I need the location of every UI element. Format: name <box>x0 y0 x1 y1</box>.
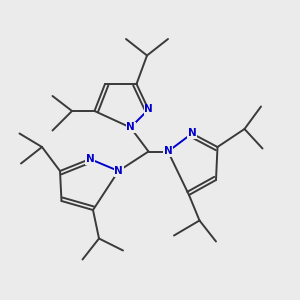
Text: N: N <box>126 122 135 133</box>
Text: N: N <box>164 146 172 157</box>
Text: N: N <box>85 154 94 164</box>
Text: N: N <box>188 128 196 139</box>
Text: N: N <box>144 104 153 115</box>
Text: N: N <box>114 166 123 176</box>
